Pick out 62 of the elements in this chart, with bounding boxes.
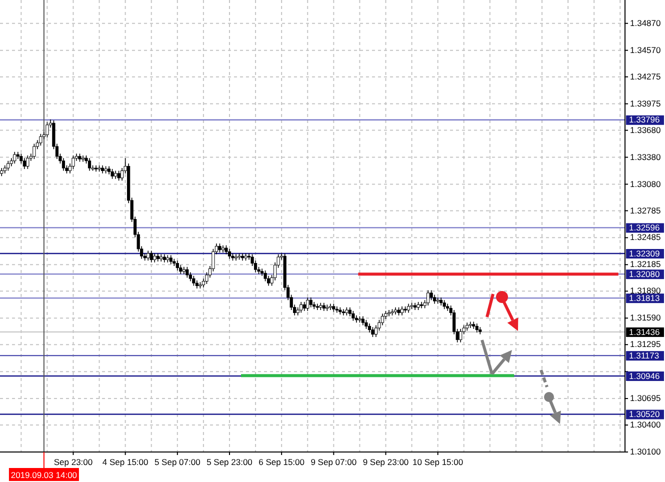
ref-line-label: 1.32080	[629, 268, 660, 279]
x-tick-label: 9 Sep 23:00	[362, 457, 409, 467]
candlestick	[150, 250, 153, 263]
ref-line-label: 1.33796	[629, 114, 660, 125]
x-tick-label: 9 Sep 07:00	[310, 457, 357, 467]
ref-line-label: 1.31173	[629, 350, 660, 360]
ref-line-label: 1.30946	[629, 370, 660, 381]
candlestick	[202, 278, 205, 288]
candlestick	[146, 250, 150, 261]
y-tick-label: 1.33380	[630, 152, 661, 162]
candlestick	[459, 328, 462, 343]
ref-line-label: 1.32596	[629, 222, 660, 233]
x-tick-label: 10 Sep 15:00	[412, 457, 464, 467]
candlestick	[440, 297, 443, 306]
candlestick	[446, 303, 450, 312]
ref-line-label: 1.32309	[629, 248, 660, 258]
candlestick	[114, 170, 118, 180]
candlestick	[326, 304, 329, 312]
y-tick-label: 1.33680	[630, 124, 661, 135]
y-tick-label: 1.31590	[630, 312, 661, 323]
candlestick	[475, 323, 478, 333]
x-tick-label: 4 Sep 15:00	[102, 457, 149, 467]
x-tick-label: Sep 23:00	[54, 457, 93, 467]
candlestick	[342, 308, 345, 316]
ref-line-label: 1.30520	[629, 409, 660, 420]
candlestick	[478, 326, 482, 335]
candlestick	[108, 166, 111, 175]
y-tick-label: 1.33975	[630, 98, 661, 108]
x-tick-label: 5 Sep 07:00	[154, 457, 201, 467]
candlestick	[302, 302, 306, 312]
candlestick	[176, 260, 179, 271]
y-tick-label: 1.30100	[630, 446, 661, 457]
y-tick-label: 1.32785	[630, 205, 661, 216]
candlestick	[254, 260, 258, 273]
candlestick	[472, 321, 476, 330]
candlestick	[153, 253, 156, 263]
candlestick	[306, 297, 310, 312]
y-tick-label: 1.32185	[630, 259, 661, 270]
candlestick	[166, 254, 170, 263]
x-tick-label: 5 Sep 23:00	[206, 457, 253, 467]
candlestick	[120, 168, 124, 182]
x-tick-label: 6 Sep 15:00	[258, 457, 305, 467]
candlestick	[22, 158, 26, 170]
candlestick	[260, 268, 264, 276]
y-tick-label: 1.30400	[630, 420, 661, 430]
candlestick	[368, 323, 372, 333]
candlestick	[156, 253, 160, 262]
ref-line-label: 1.31436	[629, 326, 660, 337]
candlestick	[309, 297, 312, 308]
y-tick-label: 1.33080	[630, 178, 661, 189]
y-tick-label: 1.34275	[630, 71, 661, 82]
y-tick-label: 1.30695	[630, 393, 661, 404]
candlestick	[468, 321, 472, 328]
candlestick	[228, 248, 232, 260]
x-tick-label: 2019.09.03 14:00	[10, 470, 78, 480]
y-tick-label: 1.34870	[630, 18, 661, 28]
candlestick	[400, 306, 404, 316]
candlestick	[380, 313, 384, 326]
candlestick	[387, 310, 391, 317]
y-tick-label: 1.31295	[630, 339, 661, 350]
y-tick-label: 1.34570	[630, 44, 661, 55]
y-tick-label: 1.32485	[630, 232, 661, 242]
